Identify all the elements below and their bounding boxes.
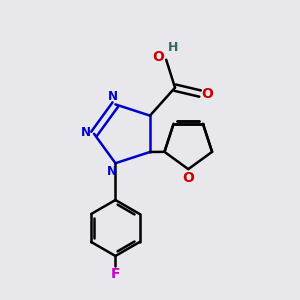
Text: H: H <box>167 41 178 54</box>
Text: O: O <box>182 171 194 185</box>
Text: O: O <box>152 50 164 64</box>
Text: F: F <box>111 267 120 281</box>
Text: O: O <box>202 86 213 100</box>
Text: N: N <box>107 165 117 178</box>
Text: N: N <box>81 126 91 139</box>
Text: N: N <box>107 90 118 103</box>
